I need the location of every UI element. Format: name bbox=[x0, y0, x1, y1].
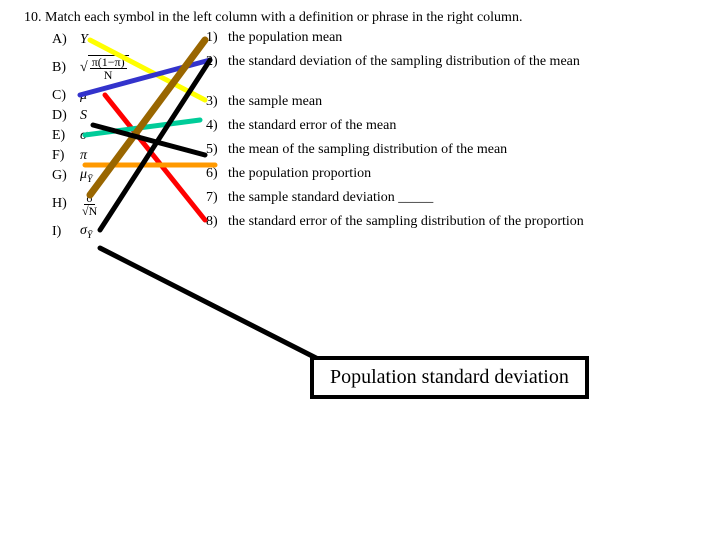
left-item: E)σ bbox=[52, 126, 129, 146]
left-item-symbol: μ bbox=[80, 88, 87, 104]
right-item-number: 4) bbox=[206, 118, 228, 134]
left-item-symbol: σȲ bbox=[80, 223, 92, 241]
left-item-label: D) bbox=[52, 108, 80, 124]
right-item: 4)the standard error of the mean bbox=[206, 118, 584, 138]
left-item-label: H) bbox=[52, 196, 80, 212]
question-number: 10. bbox=[24, 10, 42, 25]
right-item-number: 8) bbox=[206, 214, 228, 230]
left-column: A)YB)π(1−π)NC)μD)SE)σF)πG)μȲH)σ√NI)σȲ bbox=[52, 30, 129, 242]
left-item-symbol: S bbox=[80, 108, 87, 124]
right-item-text: the sample mean bbox=[228, 94, 322, 110]
left-item-label: E) bbox=[52, 128, 80, 144]
right-item: 5)the mean of the sampling distribution … bbox=[206, 142, 584, 162]
right-item-number: 6) bbox=[206, 166, 228, 182]
right-item: 6)the population proportion bbox=[206, 166, 584, 186]
right-item-text: the population mean bbox=[228, 30, 342, 46]
right-item-text: the standard error of the mean bbox=[228, 118, 396, 134]
left-item: C)μ bbox=[52, 86, 129, 106]
left-item: F)π bbox=[52, 146, 129, 166]
right-item-number: 1) bbox=[206, 30, 228, 46]
left-item: A)Y bbox=[52, 30, 129, 50]
worksheet-container: 10. Match each symbol in the left column… bbox=[0, 0, 720, 540]
right-item: 3)the sample mean bbox=[206, 94, 584, 114]
right-item: 7)the sample standard deviation _____ bbox=[206, 190, 584, 210]
left-item-symbol: σ√N bbox=[80, 192, 99, 217]
callout-box: Population standard deviation bbox=[310, 356, 589, 399]
right-item-text: the population proportion bbox=[228, 166, 371, 182]
left-item: H)σ√N bbox=[52, 186, 129, 222]
left-item-label: B) bbox=[52, 60, 80, 76]
left-item-symbol: π bbox=[80, 148, 87, 164]
left-item-symbol: σ bbox=[80, 128, 87, 144]
right-item: 2)the standard deviation of the sampling… bbox=[206, 54, 584, 90]
left-item-symbol: π(1−π)N bbox=[80, 55, 129, 81]
left-item-label: G) bbox=[52, 168, 80, 184]
right-item-number: 7) bbox=[206, 190, 228, 206]
right-item-number: 5) bbox=[206, 142, 228, 158]
right-item-number: 3) bbox=[206, 94, 228, 110]
right-item: 1)the population mean bbox=[206, 30, 584, 50]
left-item-label: I) bbox=[52, 224, 80, 240]
left-item-label: F) bbox=[52, 148, 80, 164]
question-text: Match each symbol in the left column wit… bbox=[45, 10, 522, 25]
right-column: 1)the population mean2)the standard devi… bbox=[206, 30, 584, 238]
left-item: D)S bbox=[52, 106, 129, 126]
left-item: B)π(1−π)N bbox=[52, 50, 129, 86]
left-item-symbol: μȲ bbox=[80, 167, 92, 185]
left-item: G)μȲ bbox=[52, 166, 129, 186]
left-item: I)σȲ bbox=[52, 222, 129, 242]
right-item-text: the mean of the sampling distribution of… bbox=[228, 142, 507, 158]
left-item-symbol: Y bbox=[80, 32, 88, 48]
left-item-label: A) bbox=[52, 32, 80, 48]
right-item-text: the sample standard deviation _____ bbox=[228, 190, 433, 206]
callout-text: Population standard deviation bbox=[330, 366, 569, 388]
match-line bbox=[100, 248, 320, 360]
right-item-text: the standard error of the sampling distr… bbox=[228, 214, 584, 230]
left-item-label: C) bbox=[52, 88, 80, 104]
right-item-text: the standard deviation of the sampling d… bbox=[228, 54, 580, 70]
right-item-number: 2) bbox=[206, 54, 228, 70]
right-item: 8)the standard error of the sampling dis… bbox=[206, 214, 584, 234]
question-header: 10. Match each symbol in the left column… bbox=[24, 10, 522, 26]
